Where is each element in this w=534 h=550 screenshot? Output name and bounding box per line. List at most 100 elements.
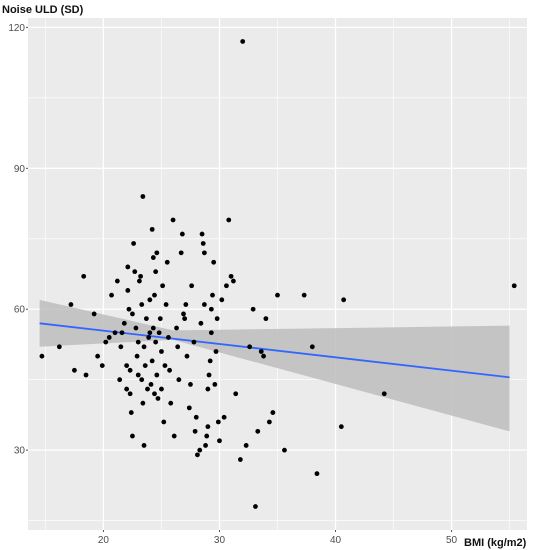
x-tick-label: 50	[446, 535, 458, 546]
x-tick-label: 30	[214, 535, 226, 546]
data-point	[156, 330, 162, 336]
data-point	[72, 367, 77, 373]
data-point	[214, 316, 220, 322]
data-point	[130, 311, 135, 317]
data-point	[183, 302, 189, 307]
data-point	[39, 353, 45, 359]
y-tick-label: 60	[14, 305, 26, 316]
data-point	[124, 386, 130, 392]
data-point	[188, 381, 193, 387]
data-point	[109, 292, 114, 298]
data-point	[228, 273, 234, 279]
data-point	[141, 344, 147, 350]
data-point	[170, 217, 176, 223]
data-point	[117, 377, 123, 383]
data-point	[126, 306, 132, 312]
data-point	[205, 386, 211, 392]
data-point	[114, 278, 120, 284]
data-point	[135, 339, 141, 345]
data-point	[201, 250, 207, 256]
data-point	[157, 316, 163, 322]
data-point	[162, 363, 168, 368]
data-point	[207, 358, 213, 364]
data-point	[155, 396, 161, 401]
data-point	[381, 391, 387, 397]
data-point	[124, 363, 130, 368]
data-point	[181, 311, 186, 317]
data-point	[150, 325, 156, 331]
data-point	[255, 428, 261, 434]
data-point	[132, 269, 138, 275]
data-point	[56, 344, 62, 350]
data-point	[203, 443, 208, 448]
data-point	[103, 339, 109, 345]
data-point	[143, 316, 149, 322]
data-point	[152, 292, 157, 298]
data-point	[204, 433, 210, 439]
x-axis-title: BMI (kg/m2)	[464, 537, 527, 549]
data-point	[167, 367, 172, 373]
data-point	[125, 264, 131, 270]
x-axis-ticks: 20 30 40 50	[98, 530, 458, 546]
data-point	[171, 433, 177, 439]
data-point	[119, 330, 125, 336]
data-point	[106, 335, 112, 340]
data-point	[237, 457, 243, 462]
data-point	[154, 250, 160, 256]
data-point	[182, 316, 188, 322]
data-point	[145, 386, 150, 392]
data-point	[282, 447, 287, 453]
data-point	[253, 504, 258, 509]
data-point	[178, 250, 184, 256]
data-point	[195, 452, 200, 458]
data-point	[138, 273, 143, 279]
x-tick-label: 20	[98, 535, 110, 546]
data-point	[168, 400, 174, 406]
data-point	[247, 344, 253, 350]
data-point	[231, 278, 236, 284]
data-point	[137, 278, 142, 284]
y-axis-title: Noise ULD (SD)	[2, 4, 84, 16]
data-point	[511, 283, 517, 289]
data-point	[141, 443, 147, 448]
data-point	[213, 349, 219, 354]
data-point	[118, 344, 124, 350]
data-point	[261, 353, 266, 359]
data-point	[211, 259, 217, 265]
data-point	[127, 391, 133, 397]
data-point	[127, 367, 133, 373]
data-point	[189, 283, 195, 289]
data-point	[240, 39, 246, 44]
data-point	[149, 226, 155, 232]
data-point	[233, 391, 239, 397]
data-point	[193, 414, 199, 420]
data-point	[159, 386, 164, 392]
data-point	[153, 339, 159, 345]
regression-line	[39, 322, 510, 379]
data-point	[154, 372, 160, 378]
fit-line	[39, 322, 510, 379]
data-point	[152, 391, 157, 397]
data-point	[134, 353, 140, 359]
data-point	[174, 325, 179, 331]
x-tick-label: 40	[330, 535, 342, 546]
y-axis-ticks: 30 60 90 120	[8, 23, 28, 457]
data-point	[159, 349, 164, 354]
data-point	[99, 363, 105, 368]
data-point	[184, 353, 190, 359]
data-point	[133, 325, 139, 331]
data-point	[219, 297, 225, 303]
data-point	[275, 292, 280, 298]
data-point	[140, 400, 146, 406]
data-point	[139, 377, 145, 383]
data-point	[148, 381, 154, 387]
data-point	[197, 447, 203, 453]
data-point	[140, 194, 146, 199]
grid-major	[28, 18, 527, 530]
y-tick-label: 30	[14, 446, 26, 457]
data-point	[341, 297, 347, 303]
data-point	[205, 424, 211, 430]
data-point	[192, 428, 198, 434]
data-point	[147, 330, 153, 336]
